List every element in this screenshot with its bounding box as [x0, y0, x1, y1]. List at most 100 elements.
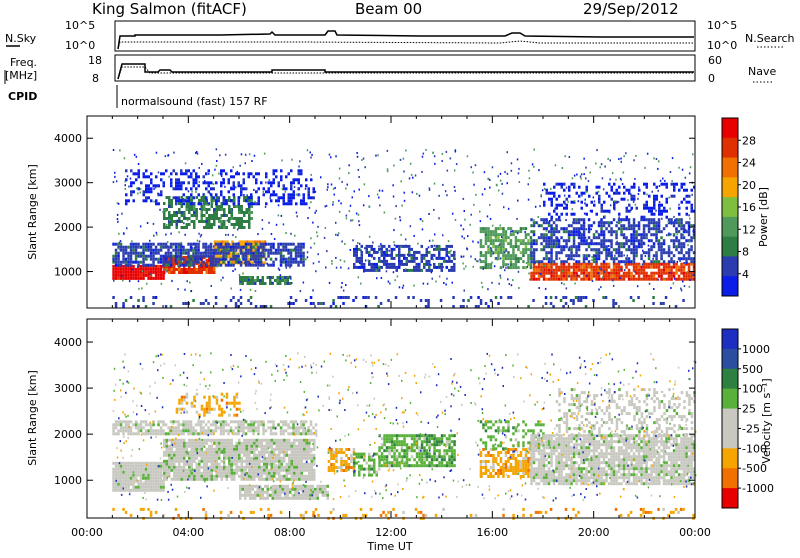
velocity-cell — [301, 451, 304, 454]
power-cell — [366, 269, 369, 272]
velocity-cell — [276, 445, 279, 448]
power-cell — [565, 245, 568, 248]
power-cell — [322, 302, 325, 305]
power-cell — [272, 276, 275, 279]
velocity-cell — [206, 454, 209, 457]
velocity-cell — [150, 480, 153, 483]
power-cell — [585, 266, 588, 269]
power-noise-cell — [179, 244, 181, 246]
power-cell — [186, 208, 189, 211]
power-cell — [683, 183, 686, 186]
power-noise-cell — [335, 234, 337, 236]
power-cell — [575, 227, 578, 230]
velocity-cell — [203, 469, 206, 472]
power-cell — [178, 199, 181, 202]
power-cell — [545, 302, 548, 305]
velocity-cell — [132, 462, 135, 465]
velocity-cell — [206, 472, 209, 475]
power-cell — [427, 299, 430, 302]
power-cell — [203, 202, 206, 205]
power-noise-cell — [376, 269, 378, 271]
power-noise-cell — [585, 167, 587, 169]
power-noise-cell — [682, 281, 684, 283]
power-cell — [217, 258, 220, 261]
velocity-cell — [298, 475, 301, 478]
power-noise-cell — [659, 185, 661, 187]
power-cell — [211, 223, 214, 226]
power-cell — [190, 249, 193, 252]
power-noise-cell — [507, 182, 509, 184]
power-cell — [495, 296, 498, 299]
power-cell — [127, 261, 130, 264]
power-noise-cell — [204, 194, 206, 196]
power-noise-cell — [512, 279, 514, 281]
cpid-text: normalsound (fast) 157 RF — [121, 95, 268, 108]
power-cell — [645, 218, 648, 221]
power-noise-cell — [597, 232, 599, 234]
power-cell — [505, 257, 508, 260]
power-cell — [238, 202, 241, 205]
power-cell — [517, 239, 520, 242]
velocity-cell — [273, 451, 276, 454]
power-cell — [582, 296, 585, 299]
power-cell — [683, 266, 686, 269]
power-cell — [190, 264, 193, 267]
velocity-cell — [178, 445, 181, 448]
power-noise-cell — [471, 166, 473, 168]
power-noise-cell — [442, 266, 444, 268]
power-cell — [201, 268, 204, 271]
velocity-cell — [226, 472, 229, 475]
power-cell — [605, 275, 608, 278]
power-cell — [125, 252, 128, 255]
power-noise-cell — [239, 165, 241, 167]
power-cell — [262, 276, 265, 279]
power-cell — [545, 221, 548, 224]
velocity-cell — [191, 457, 194, 460]
power-cell — [211, 271, 214, 274]
velocity-cell — [313, 454, 316, 457]
power-cell — [593, 221, 596, 224]
power-cell — [267, 276, 270, 279]
power-cell — [640, 254, 643, 257]
power-cell — [188, 271, 191, 274]
power-noise-cell — [562, 185, 564, 187]
power-noise-cell — [621, 161, 623, 163]
velocity-cell — [171, 457, 174, 460]
power-noise-cell — [363, 204, 365, 206]
power-cell — [612, 299, 615, 302]
power-noise-cell — [315, 270, 317, 272]
power-cell — [675, 239, 678, 242]
power-cell — [287, 252, 290, 255]
power-cell — [533, 230, 536, 233]
power-noise-cell — [400, 180, 402, 182]
velocity-cell — [188, 439, 191, 442]
power-cell — [666, 201, 669, 204]
power-cell — [661, 204, 664, 207]
power-cell — [580, 263, 583, 266]
power-cell — [565, 260, 568, 263]
power-cell — [680, 272, 683, 275]
power-cell — [548, 269, 551, 272]
power-cell — [290, 184, 293, 187]
power-noise-cell — [137, 266, 139, 268]
power-cell — [583, 192, 586, 195]
power-noise-cell — [184, 217, 186, 219]
velocity-cell — [268, 451, 271, 454]
power-cell — [220, 190, 223, 193]
power-cell — [342, 302, 345, 305]
velocity-cell — [181, 439, 184, 442]
power-cell — [625, 260, 628, 263]
power-noise-cell — [138, 280, 140, 282]
power-noise-cell — [674, 278, 676, 280]
power-noise-cell — [318, 261, 320, 263]
power-noise-cell — [272, 246, 274, 248]
velocity-cell — [253, 460, 256, 463]
power-cell — [603, 242, 606, 245]
power-cell — [290, 193, 293, 196]
power-cell — [237, 255, 240, 258]
velocity-cell — [281, 478, 284, 481]
power-cell — [388, 245, 391, 248]
power-noise-cell — [425, 149, 427, 151]
power-noise-cell — [647, 153, 649, 155]
power-cell — [558, 183, 561, 186]
